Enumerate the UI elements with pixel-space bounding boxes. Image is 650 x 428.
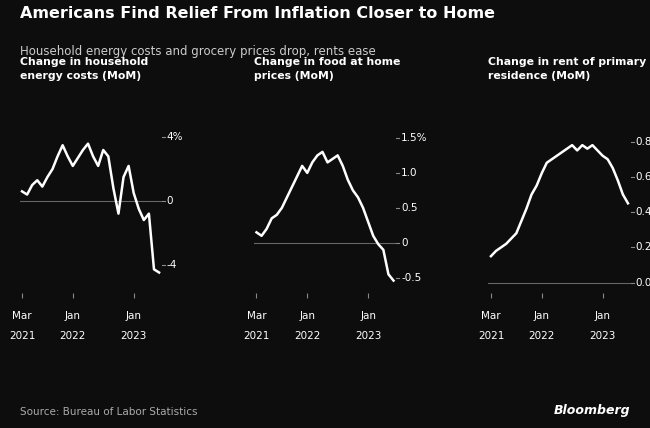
Text: 0.5: 0.5	[401, 203, 417, 213]
Text: Jan: Jan	[65, 311, 81, 321]
Text: Jan: Jan	[299, 311, 315, 321]
Text: Mar: Mar	[481, 311, 500, 321]
Text: -4: -4	[166, 259, 177, 270]
Text: Change in household
energy costs (MoM): Change in household energy costs (MoM)	[20, 57, 148, 81]
Text: Jan: Jan	[595, 311, 610, 321]
Text: 2022: 2022	[294, 331, 320, 341]
Text: Household energy costs and grocery prices drop, rents ease: Household energy costs and grocery price…	[20, 45, 375, 58]
Text: 2021: 2021	[478, 331, 504, 341]
Text: 2023: 2023	[120, 331, 147, 341]
Text: 2021: 2021	[243, 331, 270, 341]
Text: Mar: Mar	[12, 311, 32, 321]
Text: Mar: Mar	[247, 311, 266, 321]
Text: Jan: Jan	[360, 311, 376, 321]
Text: Source: Bureau of Labor Statistics: Source: Bureau of Labor Statistics	[20, 407, 197, 417]
Text: Change in rent of primary
residence (MoM): Change in rent of primary residence (MoM…	[488, 57, 647, 81]
Text: 0: 0	[401, 238, 408, 248]
Text: Jan: Jan	[125, 311, 142, 321]
Text: 1.5%: 1.5%	[401, 133, 428, 143]
Text: Americans Find Relief From Inflation Closer to Home: Americans Find Relief From Inflation Clo…	[20, 6, 495, 21]
Text: Jan: Jan	[534, 311, 550, 321]
Text: 0.8%: 0.8%	[636, 137, 650, 147]
Text: 0.4: 0.4	[636, 207, 650, 217]
Text: 2023: 2023	[590, 331, 616, 341]
Text: 2022: 2022	[60, 331, 86, 341]
Text: Bloomberg: Bloomberg	[554, 404, 630, 417]
Text: -0.5: -0.5	[401, 273, 421, 283]
Text: 0.6: 0.6	[636, 172, 650, 182]
Text: 0: 0	[166, 196, 173, 206]
Text: 4%: 4%	[166, 132, 183, 142]
Text: 1.0: 1.0	[401, 168, 417, 178]
Text: 2022: 2022	[528, 331, 555, 341]
Text: 0.2: 0.2	[636, 242, 650, 253]
Text: 2021: 2021	[9, 331, 35, 341]
Text: 0.0: 0.0	[636, 278, 650, 288]
Text: Change in food at home
prices (MoM): Change in food at home prices (MoM)	[254, 57, 400, 81]
Text: 2023: 2023	[355, 331, 382, 341]
